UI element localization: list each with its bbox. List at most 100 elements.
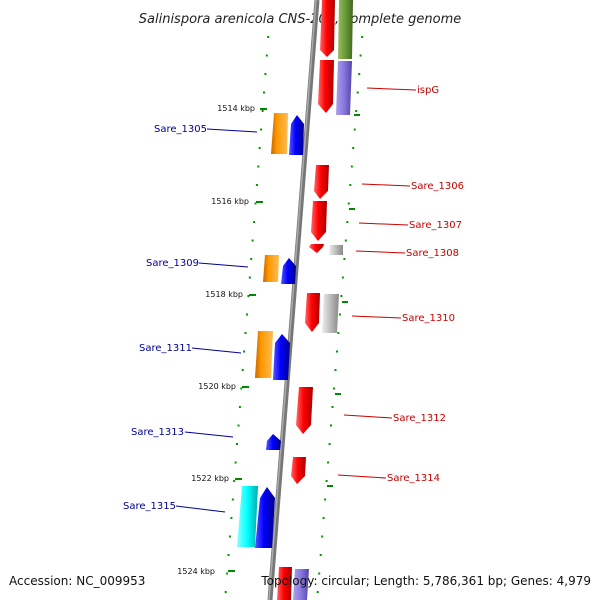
guide-dot-left [230, 517, 233, 519]
gene-red-sare1307 [311, 201, 327, 241]
left-gene-labels [175, 128, 258, 513]
guide-dot-left [234, 461, 237, 464]
gene-cyan-sare1315 [237, 486, 258, 547]
tick-mark-1522 [235, 478, 242, 480]
leader-line-sare1312 [343, 414, 393, 419]
guide-dot-left [247, 295, 250, 297]
tick-marks [228, 108, 360, 572]
tick-label-1522: 1522 kbp [191, 474, 229, 483]
gene-label-sare1308[interactable]: Sare_1308 [406, 248, 459, 259]
guide-dot-right [331, 406, 334, 408]
guide-dot-right [318, 572, 321, 575]
tick-mark-right [335, 393, 341, 395]
guide-dot-left [231, 498, 234, 501]
gene-olive-top [338, 0, 353, 59]
gene-red-ispg [318, 60, 334, 113]
guide-dot-right [333, 387, 335, 390]
gene-label-sare1312[interactable]: Sare_1312 [393, 413, 446, 424]
topology-text: Topology: circular; Length: 5,786,361 bp… [260, 574, 591, 588]
gene-label-sare1313[interactable]: Sare_1313 [131, 427, 184, 438]
guide-dot-right [356, 91, 359, 94]
tick-label-1524: 1524 kbp [177, 567, 215, 576]
guide-dot-left [250, 258, 253, 260]
gene-purple-bottom [293, 569, 309, 600]
guide-dot-left [224, 591, 227, 593]
gene-label-sare1311[interactable]: Sare_1311 [139, 343, 192, 354]
gene-label-sare1307[interactable]: Sare_1307 [409, 220, 462, 231]
right-gene-labels [337, 87, 417, 479]
leader-line-sare1307 [358, 222, 409, 226]
tick-labels: 1514 kbp 1516 kbp 1518 kbp 1520 kbp 1522… [177, 104, 255, 576]
guide-dot-left [227, 554, 230, 556]
guide-dot-left [226, 572, 229, 575]
gene-label-sare1314[interactable]: Sare_1314 [387, 473, 440, 484]
gene-red-sare1312 [296, 387, 313, 434]
guide-dot-left [251, 239, 254, 242]
guide-dot-left [257, 165, 260, 168]
guide-dot-left [243, 350, 246, 353]
guide-dot-left [254, 202, 257, 205]
guide-dot-left [261, 110, 264, 112]
guide-dot-left [240, 387, 243, 390]
guide-dot-left [241, 369, 244, 371]
guide-dot-left [228, 535, 231, 538]
guide-dot-right [358, 73, 361, 75]
leader-line-sare1308 [355, 250, 406, 254]
guide-dot-right [338, 313, 341, 316]
gene-label-sare1306[interactable]: Sare_1306 [411, 181, 464, 192]
gene-label-sare1305[interactable]: Sare_1305 [154, 124, 207, 135]
guide-dot-left [264, 73, 267, 75]
tick-mark-1518 [249, 294, 256, 296]
gene-label-ispg[interactable]: ispG [417, 85, 439, 96]
gene-label-sare1315[interactable]: Sare_1315 [123, 501, 176, 512]
gene-gray-sare1310 [322, 294, 339, 333]
leader-line-sare1305 [206, 128, 258, 133]
guide-dot-left [260, 128, 263, 131]
gene-purple-ispg [336, 61, 352, 115]
gene-blue-sare1309 [281, 258, 296, 284]
guide-dot-right [325, 480, 328, 482]
leader-line-sare1310 [351, 315, 402, 319]
gene-label-sare1310[interactable]: Sare_1310 [402, 313, 455, 324]
gene-orange-sare1305 [271, 113, 288, 154]
guide-dot-right [319, 554, 322, 556]
guide-dot-right [327, 461, 330, 464]
backbone-track [267, 0, 320, 600]
tick-mark-right [327, 485, 333, 487]
guide-dot-left [237, 424, 240, 427]
leader-line-sare1313 [184, 431, 234, 438]
guide-dot-left [233, 480, 236, 482]
guide-dot-left [265, 54, 268, 57]
guide-dot-right [347, 202, 350, 205]
guide-dot-right [328, 443, 331, 445]
guide-dot-left [246, 313, 248, 316]
leader-line-sare1314 [337, 474, 387, 479]
gene-red-bottom [277, 567, 292, 600]
gene-red-sare1308 [309, 244, 324, 253]
guide-dot-right [352, 147, 355, 149]
guide-dot-left [253, 221, 256, 223]
tick-label-1516: 1516 kbp [211, 197, 249, 206]
guide-dot-right [336, 350, 338, 353]
leader-line-sare1311 [191, 347, 242, 354]
leader-line-ispg [366, 87, 417, 91]
gene-red-sare1314 [291, 457, 306, 484]
guide-dot-right [343, 258, 346, 260]
accession-text: Accession: NC_009953 [9, 574, 145, 588]
guide-dot-right [346, 221, 349, 223]
backbone-highlight [268, 0, 317, 600]
guide-dot-left [255, 184, 258, 186]
guide-dot-right [361, 36, 364, 38]
gene-red-sare1310 [305, 293, 320, 332]
gene-label-sare1309[interactable]: Sare_1309 [146, 258, 199, 269]
tick-mark-1520 [242, 386, 249, 388]
guide-dot-right [322, 517, 325, 519]
tick-label-1514: 1514 kbp [217, 104, 255, 113]
guide-dot-right [344, 239, 347, 242]
map-title: Salinispora arenicola CNS-205, complete … [139, 12, 461, 27]
tick-mark-1516 [256, 201, 263, 203]
guide-dot-right [334, 369, 337, 371]
guide-dot-right [341, 276, 344, 279]
guide-dot-right [359, 54, 362, 57]
guide-dot-right [349, 184, 352, 186]
